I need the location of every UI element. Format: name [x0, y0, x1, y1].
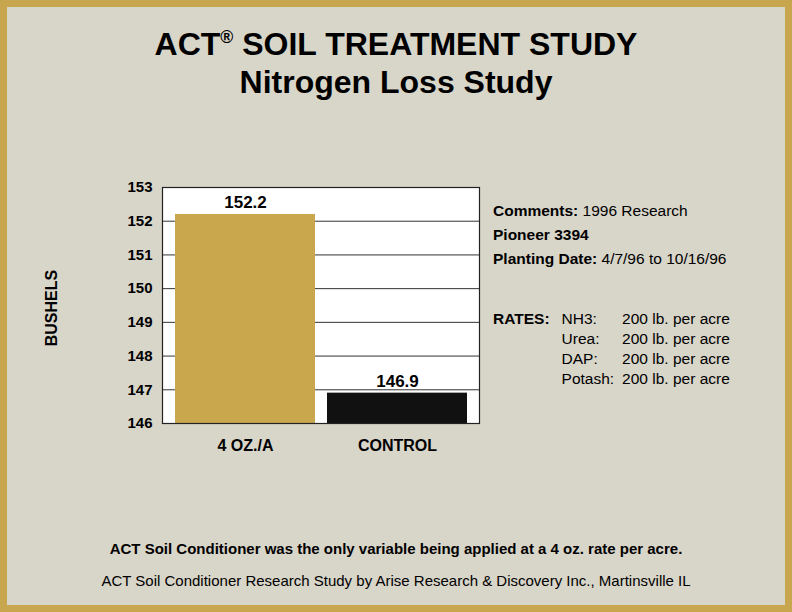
- svg-text:4 OZ./A: 4 OZ./A: [217, 437, 273, 454]
- svg-text:152.2: 152.2: [224, 193, 267, 212]
- html-text:Potash:: Potash:: [561, 370, 615, 387]
- html-text:ACT Soil Conditioner was the o: ACT Soil Conditioner was the only variab…: [109, 540, 683, 557]
- html-text:200 lb. per acre: 200 lb. per acre: [622, 350, 730, 367]
- html-text:ACT®SOIL TREATMENT STUDY: ACT®SOIL TREATMENT STUDY: [154, 26, 638, 62]
- svg-text:152: 152: [127, 212, 152, 229]
- html-text:Comments: 1996 Research: Comments: 1996 Research: [493, 202, 688, 219]
- html-text:NH3:: NH3:: [561, 310, 597, 327]
- svg-text:149: 149: [127, 313, 152, 330]
- html-text:RATES:: RATES:: [493, 310, 550, 327]
- html-text:200 lb. per acre: 200 lb. per acre: [622, 330, 730, 347]
- html-text:Nitrogen Loss Study: Nitrogen Loss Study: [239, 64, 553, 100]
- html-text:BUSHELS: BUSHELS: [43, 269, 60, 347]
- html-text:ACT Soil Conditioner Research: ACT Soil Conditioner Research Study by A…: [101, 572, 691, 589]
- svg-text:147: 147: [127, 381, 152, 398]
- svg-text:153: 153: [127, 178, 152, 195]
- svg-text:151: 151: [127, 246, 152, 263]
- svg-text:CONTROL: CONTROL: [358, 437, 437, 454]
- html-text:200 lb. per acre: 200 lb. per acre: [622, 370, 730, 387]
- html-text:Urea:: Urea:: [561, 330, 600, 347]
- svg-text:150: 150: [127, 279, 152, 296]
- html-text:Planting Date: 4/7/96 to 10/16: Planting Date: 4/7/96 to 10/16/96: [493, 250, 727, 267]
- html-text:DAP:: DAP:: [561, 350, 598, 367]
- svg-text:148: 148: [127, 347, 152, 364]
- html-text:200 lb. per acre: 200 lb. per acre: [622, 310, 730, 327]
- html-text:Pioneer 3394: Pioneer 3394: [493, 226, 589, 243]
- svg-text:146: 146: [127, 414, 152, 431]
- svg-text:146.9: 146.9: [376, 372, 419, 391]
